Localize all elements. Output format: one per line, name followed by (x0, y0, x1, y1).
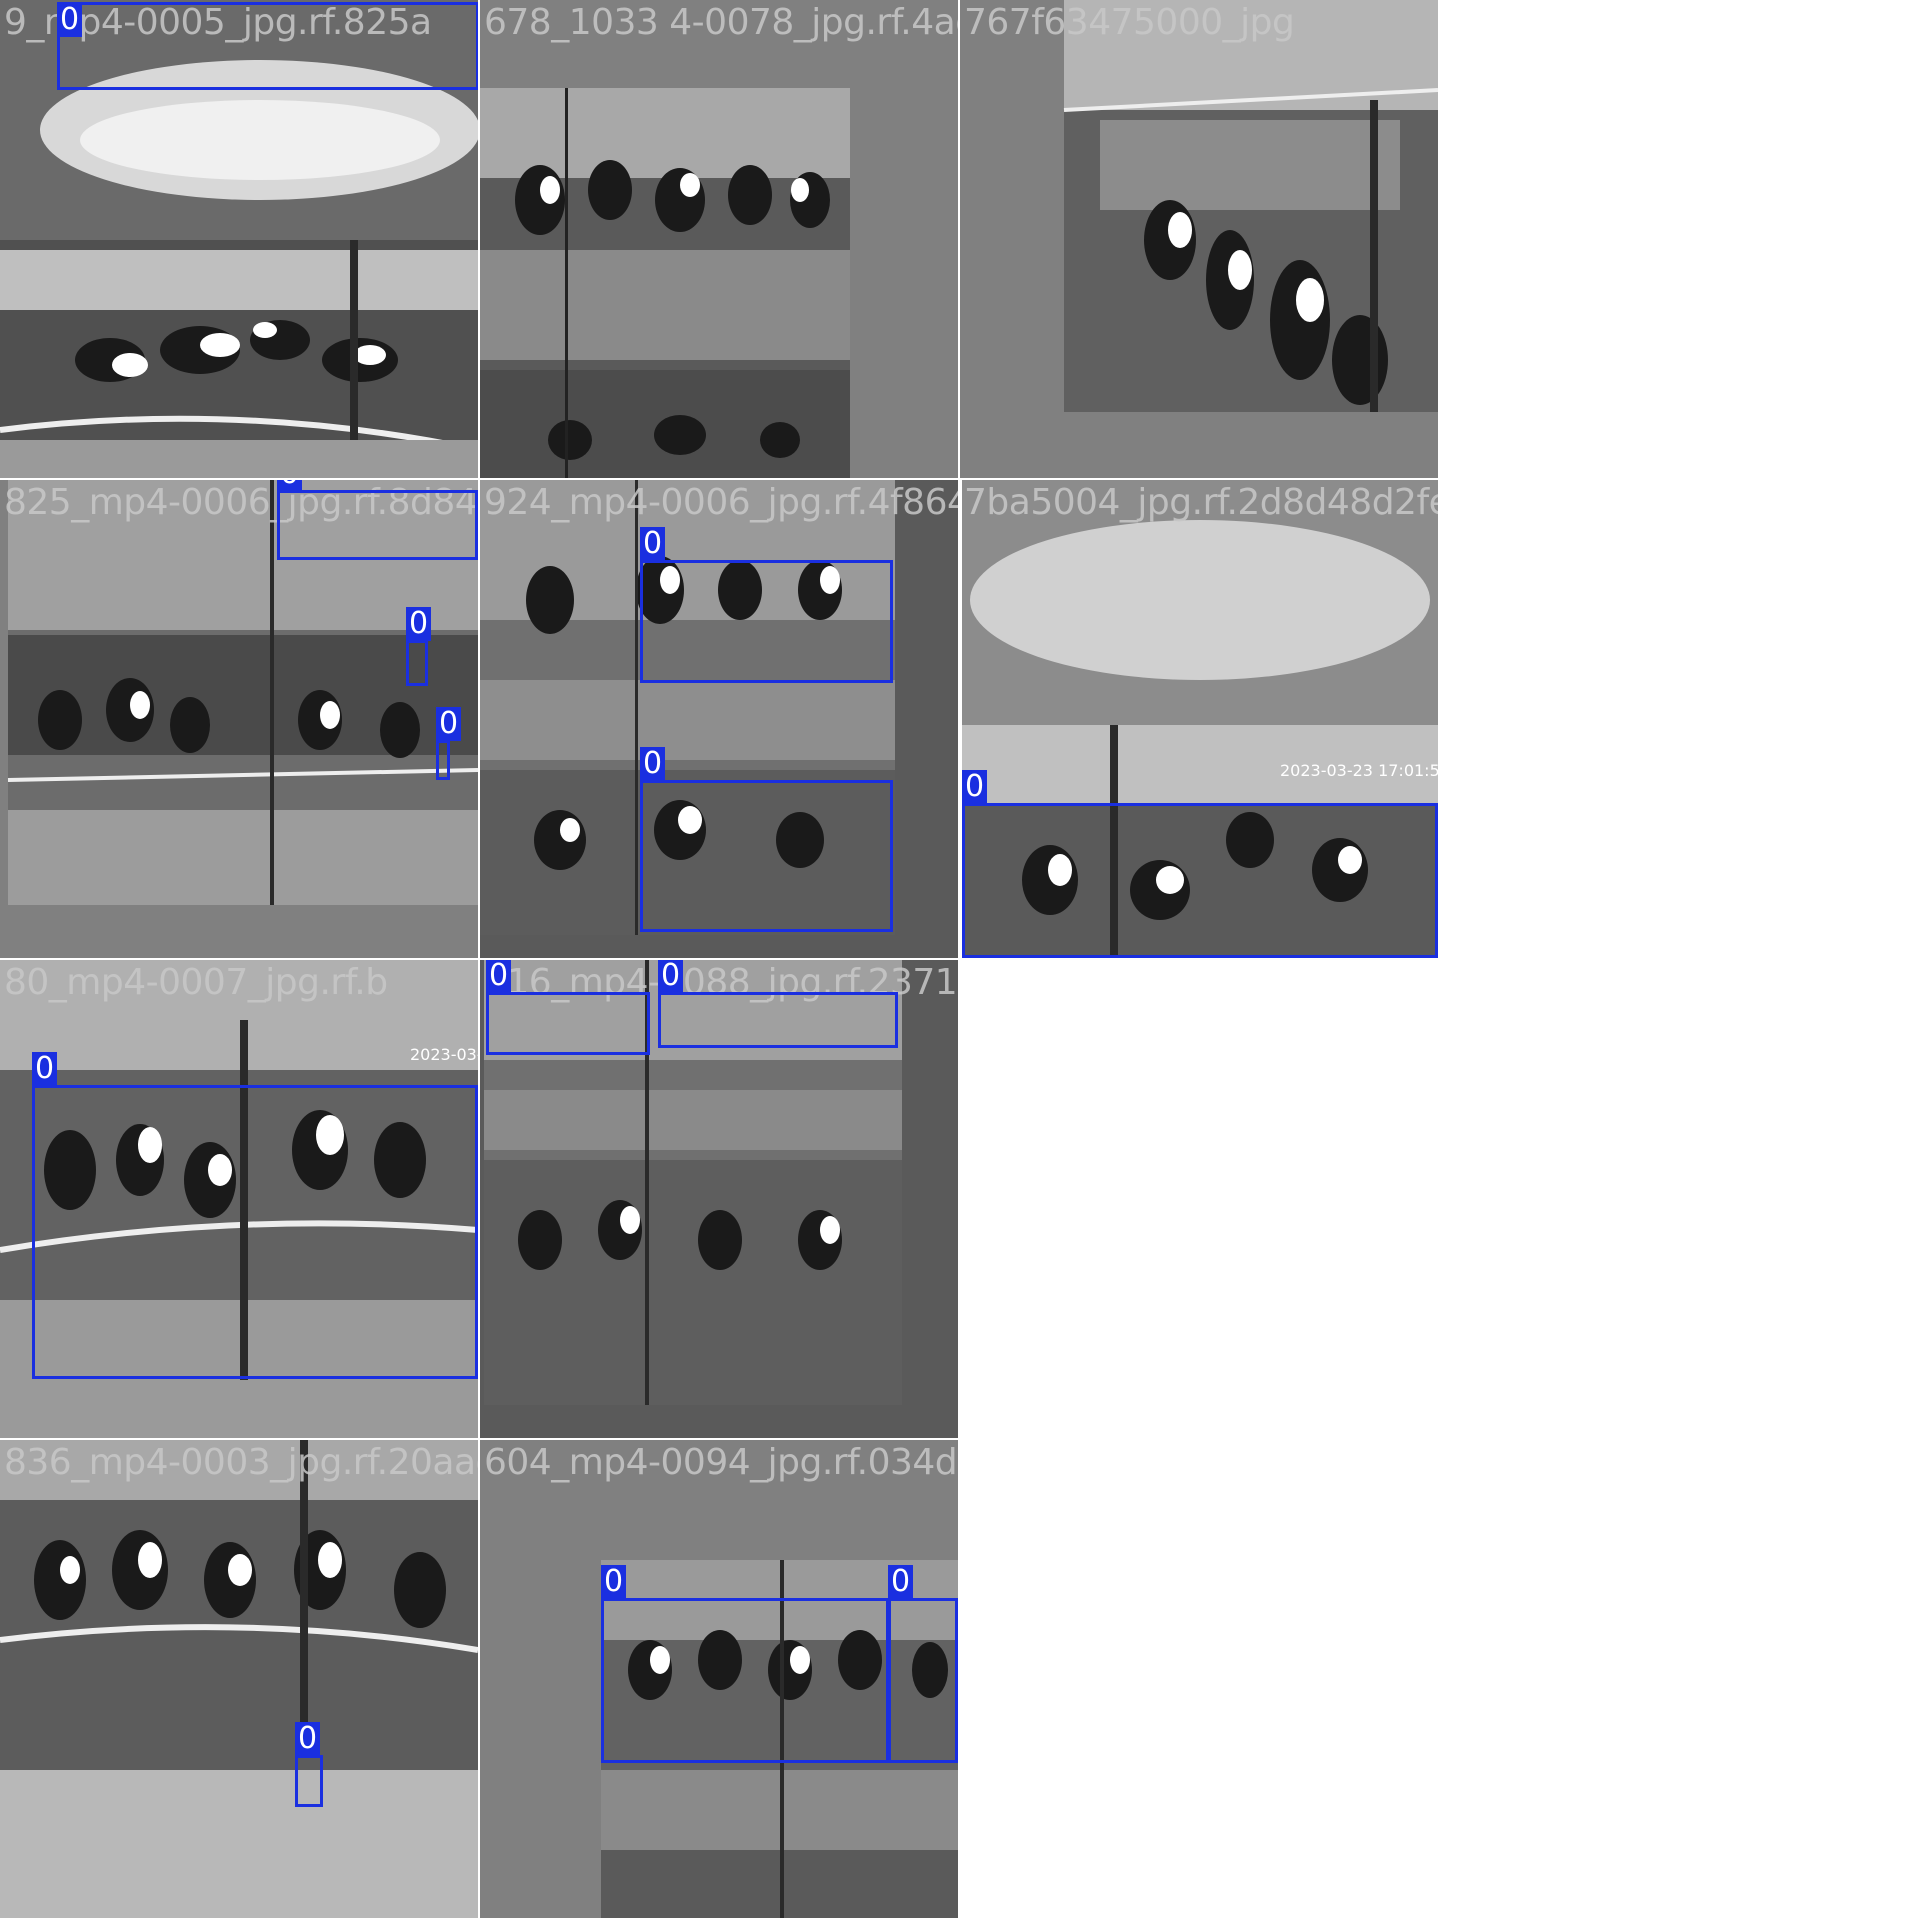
class-label: 0 (32, 1052, 58, 1086)
mosaic-tile: 2023-03-23 17:01:51 7ba5004_jpg.rf.2d8d4… (960, 480, 1438, 958)
detection-box: 0 (295, 1722, 323, 1807)
mosaic-tile: 604_mp4-0094_jpg.rf.034d919c8e102180a039… (480, 1440, 958, 1918)
barn-photo (7, 480, 478, 905)
barn-photo (484, 960, 902, 1405)
detection-box: 0 (57, 2, 478, 90)
mosaic-tile: 2023-03-28 80_mp4-0007_jpg.rf.b 0 (0, 960, 478, 1438)
detection-box: 0 (277, 480, 478, 560)
class-label: 0 (486, 960, 512, 993)
detection-box: 0 (640, 527, 893, 683)
mosaic-tile: 9_mp4-0005_jpg.rf.825a 0 (0, 0, 478, 478)
barn-photo: 2023-03-23 17:01:51 (962, 480, 1438, 958)
mosaic-tile: 825_mp4-0006_jpg.rf.8d84b 0 0 0 (0, 480, 478, 958)
camera-timestamp: 2023-03-28 (410, 1045, 478, 1064)
class-label: 0 (57, 3, 83, 37)
detection-box: 0 (640, 747, 893, 932)
detection-box: 0 (436, 707, 462, 780)
class-label: 0 (640, 527, 666, 561)
class-label: 0 (295, 1722, 321, 1756)
mosaic-tile: 836_mp4-0003_jpg.rf.20aad 0 (0, 1440, 478, 1918)
barn-photo (1063, 0, 1438, 412)
class-label: 0 (436, 707, 462, 741)
class-label: 0 (601, 1565, 627, 1599)
barn-photo (0, 0, 478, 478)
detection-box: 0 (406, 607, 432, 686)
mosaic-tile: 924_mp4-0006_jpg.rf.4f864 0 0 (480, 480, 958, 958)
detection-box: 0 (658, 960, 898, 1048)
detection-box: 0 (32, 1052, 478, 1379)
detection-box: 0 (962, 770, 1438, 958)
class-label: 0 (640, 747, 666, 781)
class-label: 0 (888, 1565, 914, 1599)
mosaic-tile: 678_1033 4-0078_jpg.rf.4ad8ca (480, 0, 958, 478)
barn-photo (480, 480, 895, 935)
barn-photo (480, 88, 850, 478)
detection-box: 0 (888, 1565, 958, 1763)
detection-box: 0 (486, 960, 650, 1055)
detection-box: 0 (601, 1565, 889, 1763)
mosaic-tile: 316_mp4-0088_jpg.rf.23713a99e32568bf82e4… (480, 960, 958, 1438)
barn-photo: 2023-03-28 (0, 960, 478, 1438)
mosaic-tile: 767f63475000_jpg (960, 0, 1438, 478)
camera-timestamp: 2023-03-23 17:01:51 (1280, 761, 1438, 780)
barn-photo (0, 1440, 478, 1918)
class-label: 0 (962, 770, 988, 804)
class-label: 0 (277, 480, 303, 491)
class-label: 0 (406, 607, 432, 641)
class-label: 0 (658, 960, 684, 993)
